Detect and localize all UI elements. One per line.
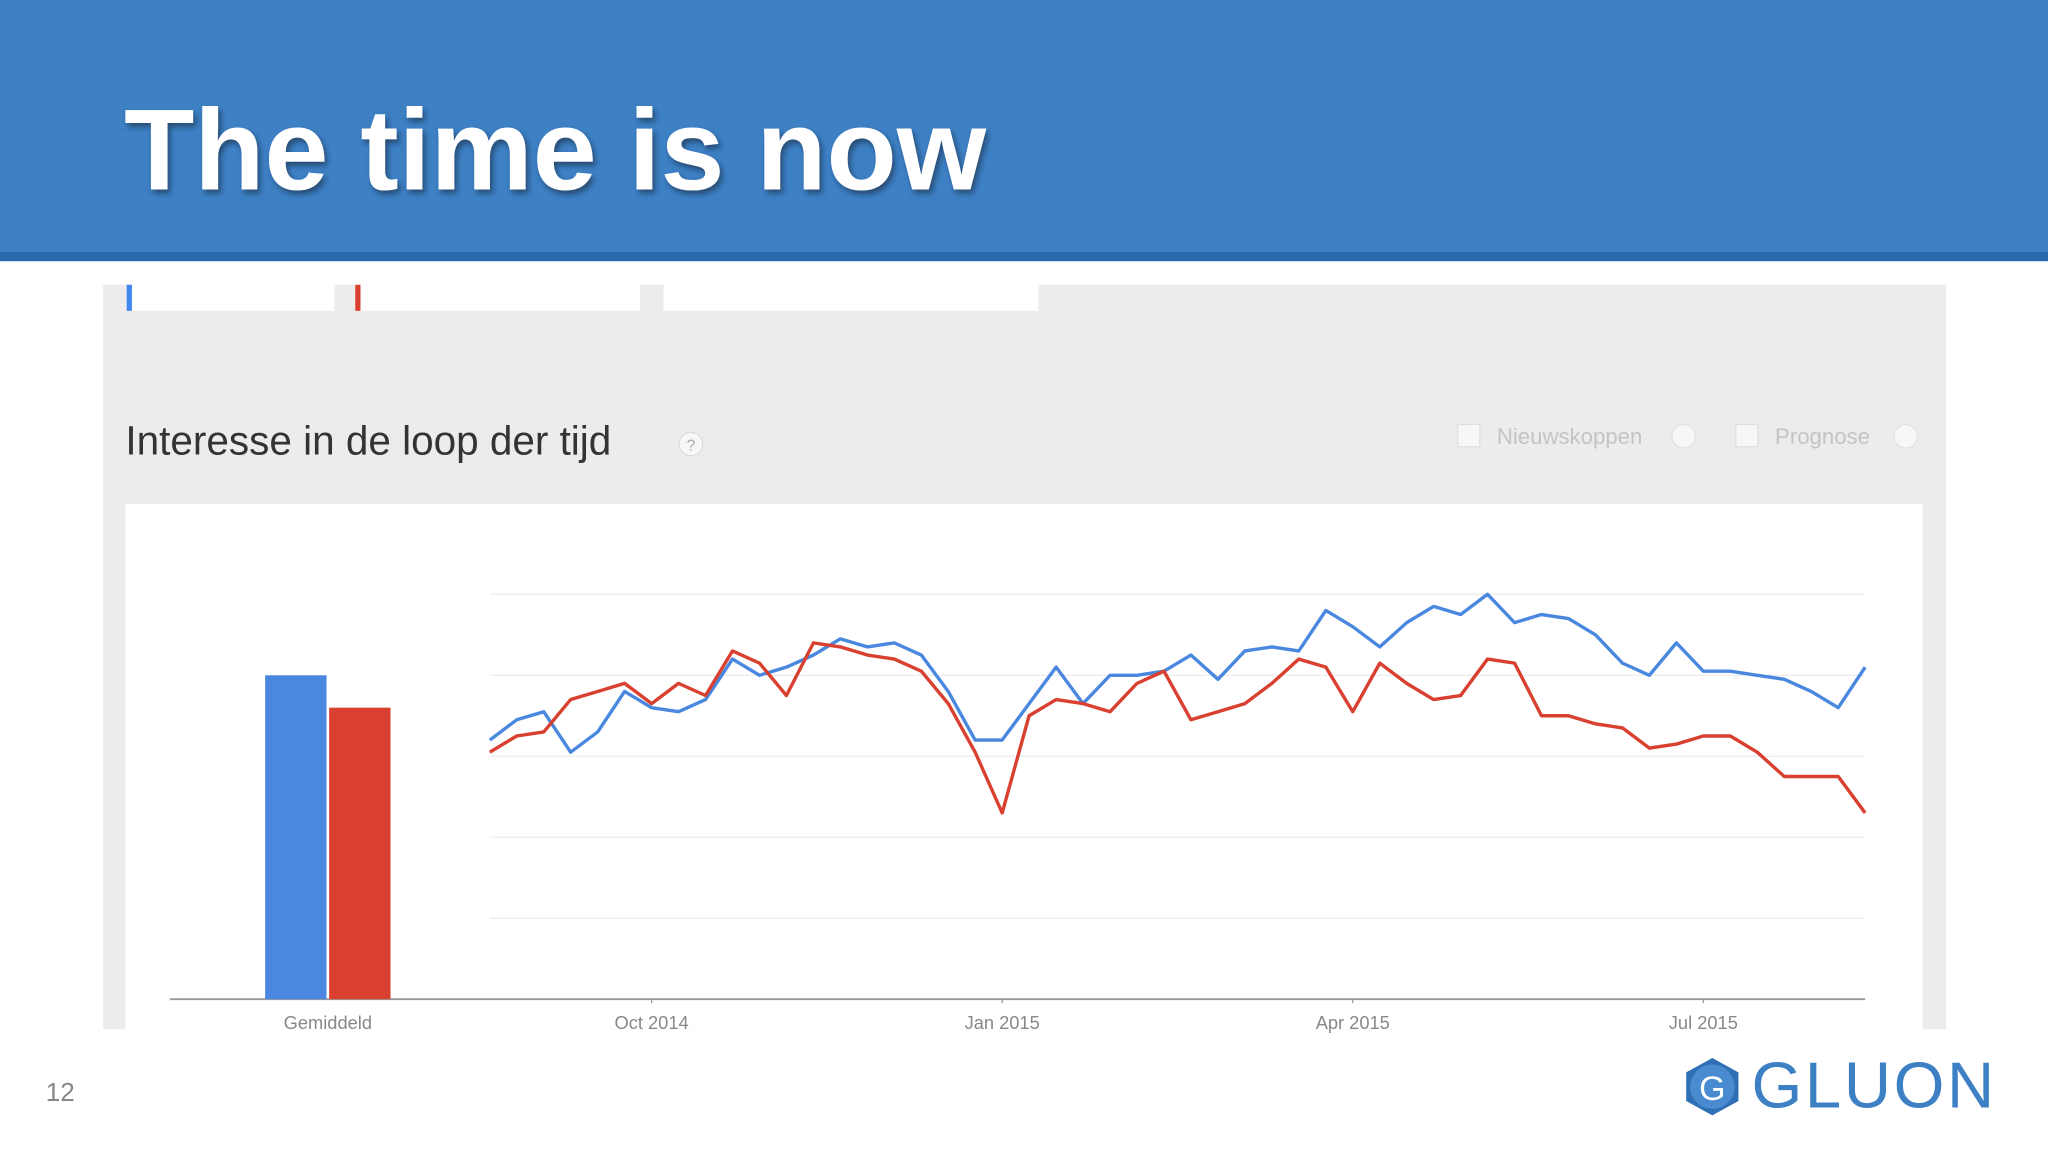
help-icon-mark: ? [687,438,696,455]
term-tab [663,284,1039,311]
term-tab [126,284,335,311]
term-tab [355,284,640,311]
average-bar [329,707,391,1000]
series-line [488,641,1867,815]
option-label: Nieuwskoppen [1497,424,1643,449]
series-line [488,592,1867,754]
help-icon[interactable] [1893,423,1919,449]
header-stripe [0,252,2048,262]
header-band [0,0,2048,254]
checkbox[interactable] [1735,423,1759,448]
x-tick-label: Jul 2015 [1669,1012,1738,1033]
checkbox[interactable] [1456,423,1481,448]
page-number: 12 [46,1077,75,1107]
term-tab-marker [126,284,132,311]
chart-card [125,504,1923,1030]
x-tick-label: Apr 2015 [1316,1012,1390,1033]
x-tick-label: Gemiddeld [284,1012,372,1033]
average-bar [265,675,327,1000]
logo-icon: G [1699,1070,1725,1108]
slide-title: The time is now [124,86,987,214]
x-tick-label: Oct 2014 [615,1012,689,1033]
plot: Oct 2014 Jan 2015 Apr 2015 Jul 2015 Gemiddel… [169,592,1867,1033]
option-label: Prognose [1775,424,1870,449]
term-tab-marker [355,284,361,311]
x-tick-label: Jan 2015 [965,1012,1040,1033]
logo-badge-inner [1690,1064,1735,1109]
chart-title: Interesse in de loop der tijd [125,418,611,464]
help-icon[interactable] [678,431,704,457]
help-icon[interactable] [1671,423,1696,449]
logo-text: GLUON [1752,1049,1997,1122]
